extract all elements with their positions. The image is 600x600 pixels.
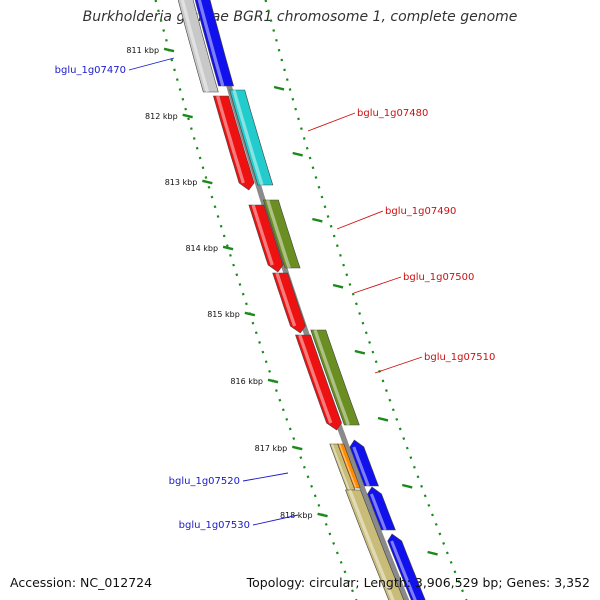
gene-bglu-1g07530b-body [387,533,426,600]
genome-summary-text: Topology: circular; Length: 3,906,529 bp… [246,575,590,590]
ruler-tick-label: 815 kbp [207,310,240,319]
gene-bglu-1g07480-shine [216,95,245,184]
gene-bglu-1g07480 [213,95,255,191]
gene-bglu-1g07490-match-shine [266,199,291,269]
ruler-tick-label: 811 kbp [126,46,159,55]
gene-bglu-1g07520-orange [337,443,361,489]
ruler-tick [222,245,234,251]
outer-ruler-tick [401,483,413,489]
gene-bglu-1g07470-grey [177,0,219,93]
accession-text: Accession: NC_012724 [10,575,153,590]
ruler-dotted-inner [154,0,358,600]
ruler-tick [244,311,256,317]
gene-bglu-1g07490-shine [251,204,274,266]
ruler-tick-label: 813 kbp [165,178,198,187]
gene-bglu-1g07500-body [272,272,306,334]
gene-bglu-1g07520-orange-shine [338,443,357,489]
ruler-tick-label: 814 kbp [185,244,218,253]
gene-bglu-1g07530 [367,486,396,531]
gene-bglu-1g07520-match-shine [331,443,351,491]
ruler-tick-label: 817 kbp [255,444,288,453]
gene-bglu-1g07470 [194,0,234,87]
gene-bglu-1g07500-shine [275,272,297,327]
gene-label-leader [353,276,402,294]
gene-label-leader [307,112,356,132]
gene-bglu-1g07470-grey-body [177,0,219,93]
ruler-tick [182,113,193,119]
gene-label-leader [374,356,423,374]
gene-bglu-1g07480-match-body [229,89,274,186]
gene-bglu-1g07520-body [349,439,379,487]
ruler-tick-label: 816 kbp [230,377,263,386]
gene-bglu-1g07530-match-body [345,489,405,600]
gene-bglu-1g07490-match-body [262,199,301,269]
ruler-tick [317,512,328,518]
gene-label: bglu_1g07470 [55,65,126,76]
gene-bglu-1g07470-grey-shine [180,0,210,93]
gene-label-leader [252,514,299,526]
ruler-dotted-outer [264,0,468,600]
gene-bglu-1g07480-match-shine [232,89,264,186]
gene-bglu-1g07470-body [194,0,234,87]
gene-bglu-1g07510-match-body [310,329,360,426]
outer-ruler-tick [292,151,303,157]
outer-ruler-tick [354,349,366,355]
gene-label-leader [128,57,175,71]
gene-bglu-1g07530-match-shine [348,489,395,600]
gene-label-leader [336,210,384,230]
outer-ruler-tick [312,217,323,223]
ruler-tick-label: 812 kbp [145,112,178,121]
gene-bglu-1g07520 [349,439,379,487]
gene-label-leader [242,472,289,482]
gene-bglu-1g07530b [387,533,426,600]
feature-layer [177,0,426,600]
gene-label: bglu_1g07530 [179,520,250,531]
gene-bglu-1g07520-shine [352,446,370,487]
gene-bglu-1g07510 [295,334,342,431]
label-layer: bglu_1g07470 bglu_1g07480 bglu_1g07490bglu… [55,57,495,531]
gene-bglu-1g07490-match [262,199,301,269]
gene-bglu-1g07530-match [345,489,405,600]
gene-bglu-1g07490-body [248,204,284,273]
outer-ruler-tick [377,416,389,422]
gene-label: bglu_1g07500 [403,272,474,283]
ruler-tick [202,179,213,185]
gene-bglu-1g07490 [248,204,284,273]
gene-bglu-1g07530-shine [369,493,387,531]
gene-label: bglu_1g07480 [357,108,428,119]
outer-ruler-tick [332,283,344,289]
ruler-tick [163,47,175,53]
outer-ruler-tick [273,85,285,91]
gene-bglu-1g07530-body [367,486,396,531]
gene-bglu-1g07510-match [310,329,360,426]
ruler-tick [267,378,279,384]
gene-label: bglu_1g07520 [169,476,240,487]
gene-bglu-1g07530b-shine [390,540,417,600]
gene-label: bglu_1g07510 [424,352,495,363]
gene-bglu-1g07520-orange-body [337,443,361,489]
gene-label: bglu_1g07490 [385,206,456,217]
gene-bglu-1g07500 [272,272,306,334]
gene-bglu-1g07480-body [213,95,255,191]
gene-bglu-1g07480-match [229,89,274,186]
gene-bglu-1g07470-shine [197,0,225,87]
outer-ruler-tick [427,550,438,556]
gene-bglu-1g07510-shine [298,334,333,424]
ruler-tick [291,445,303,451]
gene-bglu-1g07510-body [295,334,342,431]
gene-bglu-1g07510-match-shine [313,329,351,426]
